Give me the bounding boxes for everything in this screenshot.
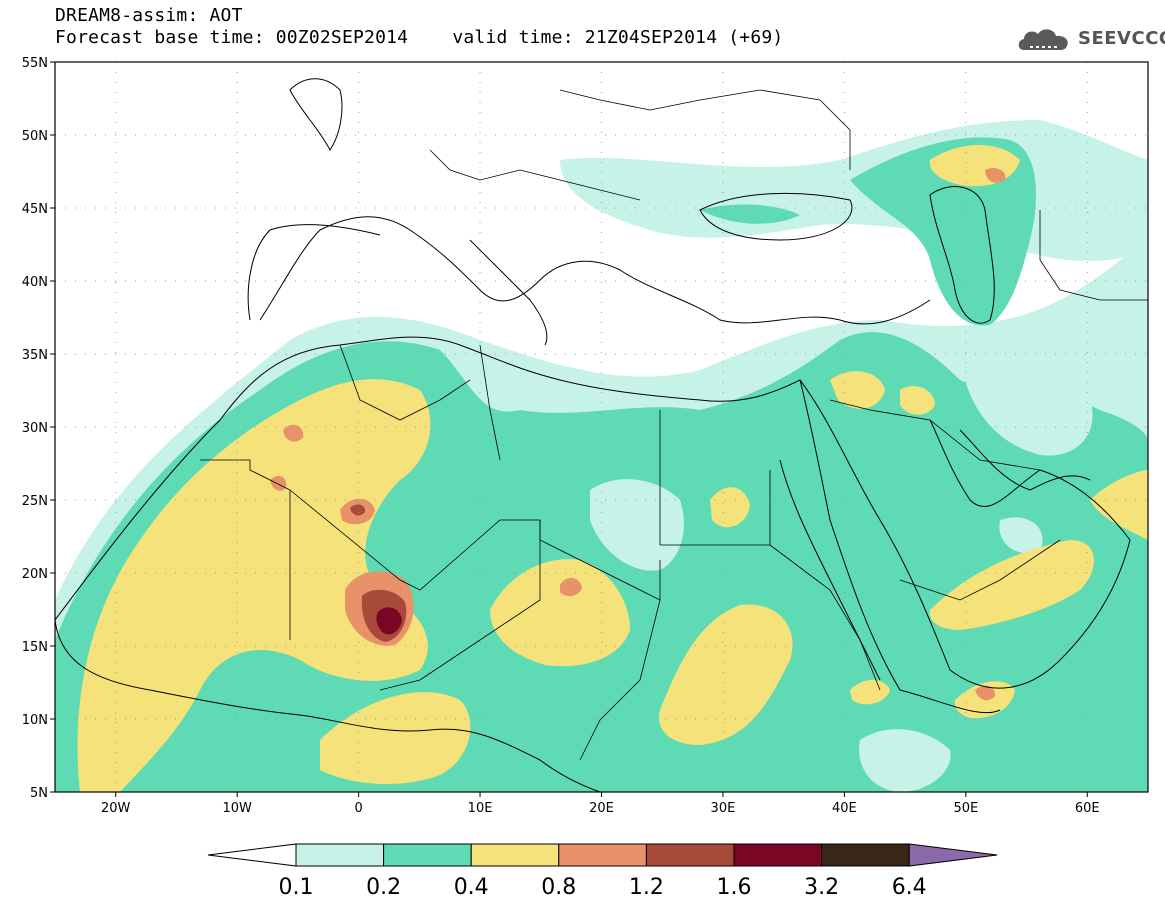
colorbar-label: 6.4 (892, 875, 927, 900)
border-line (579, 599, 661, 761)
aot-field-0p8 (270, 475, 287, 491)
coastlines (55, 78, 1131, 792)
coastline-iberia (247, 224, 381, 321)
aot-field-0p4 (320, 692, 471, 785)
aot-field-0p1 (999, 517, 1043, 554)
colorbar: 0.1 0.2 0.4 0.8 1.2 1.6 3.2 6.4 (207, 843, 998, 900)
coastline-britain (289, 78, 343, 151)
colorbar-box (733, 843, 823, 867)
colorbar-labels: 0.1 0.2 0.4 0.8 1.2 1.6 3.2 6.4 (279, 875, 927, 900)
lat-tick-label: 10N (22, 713, 48, 728)
coastline-arabia (799, 379, 1131, 689)
aot-field-0p8 (975, 685, 996, 701)
coastline-red-sea (779, 459, 881, 681)
lon-tick-label: 10E (468, 801, 493, 816)
border-line (899, 539, 1061, 601)
colorbar-label: 0.4 (454, 875, 489, 900)
aot-field-0p4 (900, 385, 935, 415)
border-line (479, 344, 501, 461)
coastline-italy (469, 239, 548, 346)
aot-field-0p4 (490, 559, 630, 667)
lat-tick-label: 15N (22, 640, 48, 655)
logo-text: SEEVCCC (1078, 28, 1165, 49)
colorbar-label: 0.2 (366, 875, 401, 900)
colorbar-box (470, 843, 560, 867)
colorbar-label: 0.8 (541, 875, 576, 900)
aot-field-0p1 (965, 369, 1093, 456)
lat-axis: 55N 50N 45N 40N 35N 30N 25N 20N 15N 10N 5N (22, 56, 55, 801)
colorbar-box (558, 843, 647, 867)
border-line (769, 544, 881, 691)
border-line (1039, 210, 1148, 301)
coastline-persian-gulf (959, 429, 1091, 491)
valid-time: valid time: 21Z04SEP2014 (+69) (452, 27, 784, 48)
lat-tick-label: 45N (22, 202, 48, 217)
aot-field-0p4 (929, 540, 1094, 630)
colorbar-box (295, 843, 385, 867)
aot-field-0p1 (859, 729, 951, 792)
country-borders (200, 89, 1148, 761)
lat-tick-label: 20N (22, 567, 48, 582)
aot-field-1p2 (350, 504, 366, 516)
aot-field-0p4 (659, 604, 793, 745)
lat-tick-label: 30N (22, 421, 48, 436)
border-line (559, 89, 851, 170)
chart-title: DREAM8-assim: AOT (55, 5, 243, 26)
colorbar-label: 0.1 (279, 875, 314, 900)
colorbar-box (645, 843, 735, 867)
border-line (339, 344, 471, 421)
lat-tick-label: 25N (22, 494, 48, 509)
lon-tick-label: 50E (953, 801, 978, 816)
border-line (200, 459, 291, 640)
coastline-caspian (929, 186, 995, 324)
lat-tick-label: 5N (30, 786, 48, 801)
lon-axis: 20W 10W 0 10E 20E 30E 40E 50E 60E (101, 792, 1100, 816)
colorbar-box (821, 843, 910, 867)
map-grid (55, 62, 1148, 792)
lon-tick-label: 10W (222, 801, 252, 816)
colorbar-label: 1.2 (629, 875, 664, 900)
map-fields (55, 62, 1148, 792)
aot-field-0p4 (830, 371, 885, 409)
lon-tick-label: 20W (101, 801, 131, 816)
aot-map: 55N 50N 45N 40N 35N 30N 25N 20N 15N 10N 5N 20W 10W 0… (22, 56, 1149, 816)
lat-tick-label: 55N (22, 56, 48, 71)
forecast-times: Forecast base time: 00Z02SEP2014 valid t… (55, 28, 783, 48)
aot-field-0p1 (590, 479, 684, 571)
aot-field-1p6 (376, 607, 402, 635)
lon-tick-label: 60E (1075, 801, 1100, 816)
colorbar-boxes (207, 843, 998, 867)
coastline-europe (259, 216, 931, 325)
border-line (429, 149, 641, 201)
lon-tick-label: 0 (354, 801, 362, 816)
colorbar-label: 1.6 (717, 875, 752, 900)
aot-field-0p4 (710, 487, 750, 528)
lat-tick-label: 40N (22, 275, 48, 290)
aot-field-0p4 (850, 679, 890, 705)
border-line (289, 489, 661, 601)
aot-field-0p4 (77, 379, 431, 792)
aot-field-0p8 (560, 577, 582, 597)
lat-tick-label: 50N (22, 129, 48, 144)
cloud-icon (1018, 29, 1068, 50)
base-time: Forecast base time: 00Z02SEP2014 (55, 27, 409, 48)
lon-tick-label: 40E (832, 801, 857, 816)
aot-field-0p4 (1090, 470, 1148, 540)
lat-tick-label: 35N (22, 348, 48, 363)
colorbar-low-end (207, 843, 297, 867)
border-line (829, 399, 1041, 471)
coastline-black-sea (699, 192, 853, 241)
seevccc-logo: SEEVCCC (1016, 22, 1165, 56)
colorbar-high-end (908, 843, 998, 867)
lon-tick-label: 30E (711, 801, 736, 816)
aot-field-0p8 (985, 168, 1006, 183)
coastline-africa (55, 336, 1001, 714)
aot-field-0p2 (700, 204, 800, 224)
colorbar-label: 3.2 (804, 875, 839, 900)
aot-field-0p8 (283, 424, 304, 442)
coastline-west-africa (55, 619, 601, 792)
colorbar-box (383, 843, 472, 867)
lon-tick-label: 20E (589, 801, 614, 816)
border-line (379, 520, 541, 691)
